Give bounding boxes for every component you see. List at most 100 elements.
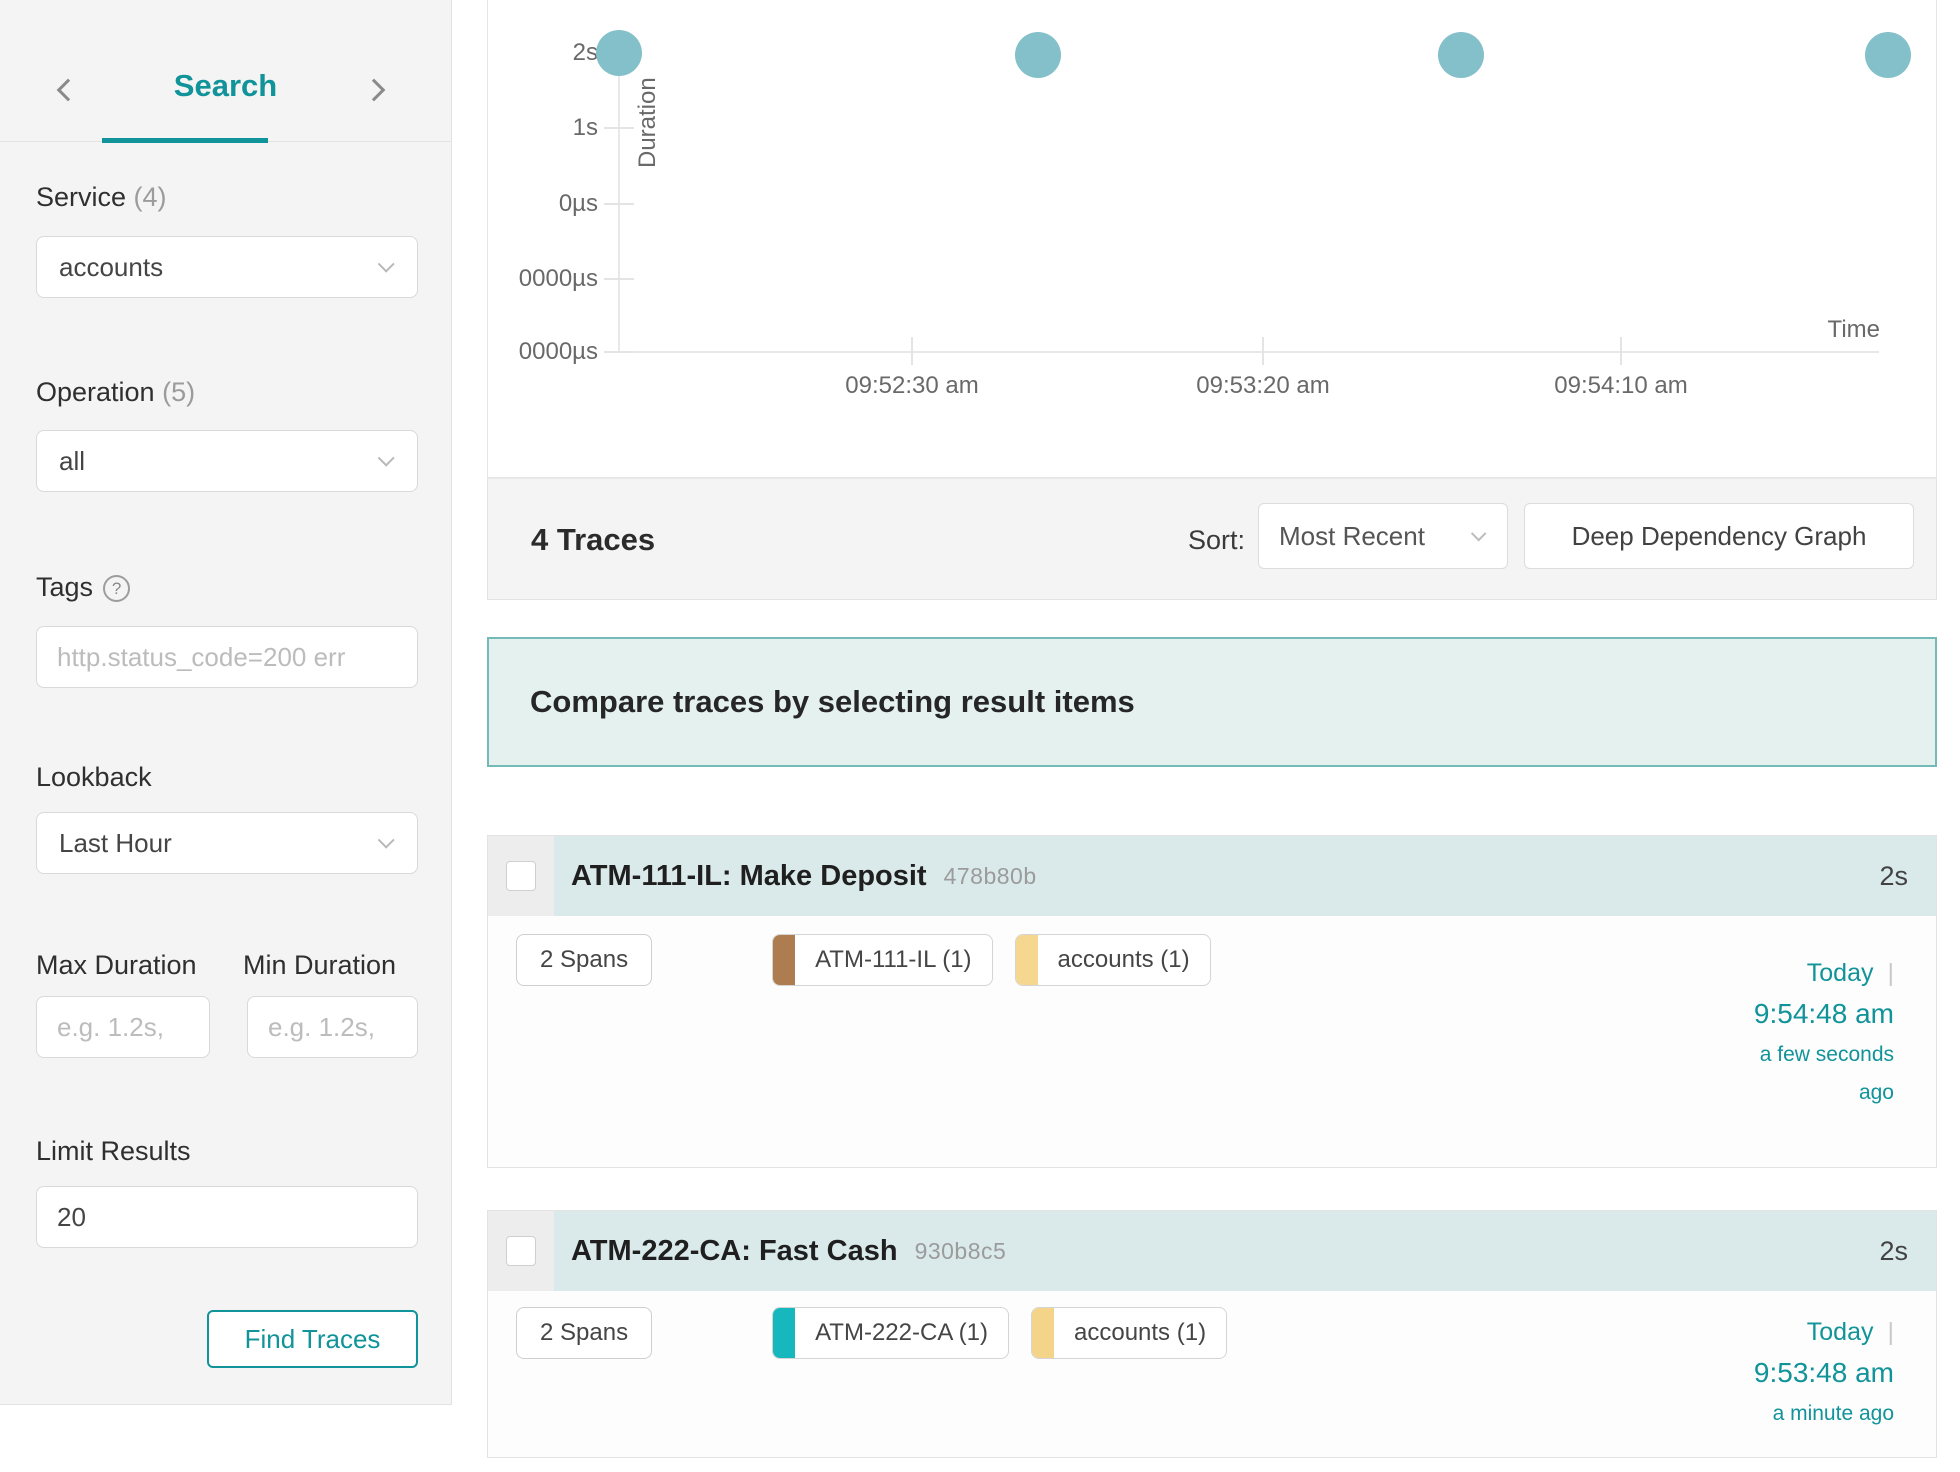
trace-tags-row: 2 Spans ATM-222-CA (1) accounts (1) [516, 1307, 1228, 1359]
y-tick [604, 351, 634, 353]
trace-id: 930b8c5 [914, 1237, 1007, 1264]
service-color-swatch [773, 935, 796, 985]
trace-result-card[interactable]: ATM-222-CA: Fast Cash 930b8c5 2s 2 Spans… [487, 1210, 1937, 1458]
chevron-down-icon [1470, 525, 1487, 541]
trace-duration: 2s [1879, 860, 1908, 891]
tags-input[interactable] [36, 626, 418, 688]
service-pill-label: ATM-222-CA (1) [815, 1319, 988, 1346]
traces-count: 4 Traces [531, 522, 656, 557]
trace-time: 9:54:48 am [1753, 998, 1894, 1029]
checkbox-cell [488, 1211, 554, 1291]
sort-select[interactable]: Most Recent [1258, 503, 1508, 569]
limit-results-input[interactable] [36, 1186, 418, 1248]
trace-card-header: ATM-222-CA: Fast Cash 930b8c5 2s [488, 1211, 1936, 1291]
service-pill: ATM-111-IL (1) [772, 934, 993, 986]
sort-select-value: Most Recent [1279, 520, 1425, 551]
trace-checkbox[interactable] [506, 1236, 536, 1266]
chevron-down-icon [377, 449, 395, 467]
trace-result-card[interactable]: ATM-111-IL: Make Deposit 478b80b 2s 2 Sp… [487, 835, 1937, 1168]
separator: | [1887, 1318, 1895, 1346]
x-tick [911, 337, 913, 365]
x-axis-title: Time [1827, 316, 1880, 343]
max-duration-label: Max Duration [36, 950, 197, 980]
service-pill-label: ATM-111-IL (1) [815, 946, 972, 973]
service-label: Service (4) [36, 182, 167, 212]
trace-date: Today | [1806, 1318, 1895, 1346]
trace-relative-time: a few seconds ago [1759, 1043, 1894, 1104]
y-tick-label: 0µs [558, 190, 598, 217]
operation-count: (5) [162, 377, 196, 407]
separator: | [1887, 959, 1895, 987]
trace-time: 9:53:48 am [1753, 1357, 1894, 1388]
service-pill: accounts (1) [1014, 934, 1211, 986]
operation-select[interactable]: all [36, 430, 418, 492]
find-traces-button[interactable]: Find Traces [207, 1310, 418, 1368]
scatter-point[interactable] [596, 30, 642, 76]
service-pill-label: accounts (1) [1074, 1319, 1207, 1346]
y-axis-title: Duration [634, 77, 661, 168]
results-toolbar: 4 Traces Sort: Most Recent Deep Dependen… [487, 478, 1937, 600]
trace-title[interactable]: ATM-222-CA: Fast Cash [571, 1234, 898, 1267]
y-tick-label: 0000µs [518, 338, 598, 365]
chevron-down-icon [377, 255, 395, 273]
sort-label: Sort: [1188, 525, 1246, 555]
lookback-select[interactable]: Last Hour [36, 812, 418, 874]
compare-banner-text: Compare traces by selecting result items [530, 684, 1135, 719]
service-pill: accounts (1) [1031, 1307, 1228, 1359]
compare-banner: Compare traces by selecting result items [487, 637, 1937, 767]
limit-results-label: Limit Results [36, 1136, 191, 1166]
main-content: 2s 1s 0µs 0000µs 0000µs Duration Time 09… [487, 0, 1937, 600]
x-tick-label: 09:52:30 am [845, 372, 979, 399]
y-tick [604, 127, 634, 129]
tab-search[interactable]: Search [173, 68, 278, 103]
trace-title[interactable]: ATM-111-IL: Make Deposit [571, 859, 927, 892]
y-tick [604, 203, 634, 205]
trace-duration: 2s [1879, 1235, 1908, 1266]
y-tick [604, 278, 634, 280]
service-color-swatch [773, 1308, 796, 1358]
service-pill: ATM-222-CA (1) [772, 1307, 1009, 1359]
span-count-pill: 2 Spans [516, 934, 653, 986]
trace-id: 478b80b [943, 862, 1037, 889]
operation-label: Operation (5) [36, 377, 196, 407]
scatter-point[interactable] [1015, 32, 1061, 78]
y-tick-label: 0000µs [518, 265, 598, 292]
service-color-swatch [1015, 935, 1038, 985]
duration-scatter-chart: 2s 1s 0µs 0000µs 0000µs Duration Time 09… [487, 0, 1937, 478]
service-pill-label: accounts (1) [1057, 946, 1190, 973]
y-axis-line [618, 38, 620, 352]
max-duration-input[interactable] [36, 996, 210, 1058]
tags-label: Tags? [36, 572, 131, 603]
x-tick-label: 09:54:10 am [1554, 372, 1688, 399]
trace-card-header: ATM-111-IL: Make Deposit 478b80b 2s [488, 836, 1936, 916]
scatter-point[interactable] [1438, 32, 1484, 78]
operation-select-value: all [59, 445, 86, 476]
checkbox-cell [488, 836, 554, 916]
deep-dependency-graph-button[interactable]: Deep Dependency Graph [1524, 503, 1914, 569]
service-select-value: accounts [59, 251, 164, 282]
help-icon[interactable]: ? [103, 575, 131, 602]
lookback-select-value: Last Hour [59, 827, 172, 858]
active-tab-underline [102, 138, 268, 143]
trace-checkbox[interactable] [506, 861, 536, 891]
trace-timestamps: Today | 9:54:48 am a few seconds ago [1674, 954, 1894, 1112]
trace-tags-row: 2 Spans ATM-111-IL (1) accounts (1) [516, 934, 1211, 986]
chevron-down-icon [377, 831, 395, 849]
x-tick [1620, 337, 1622, 365]
service-color-swatch [1032, 1308, 1054, 1358]
sidebar-tabs-row: Search [0, 0, 451, 143]
span-count-pill: 2 Spans [516, 1307, 653, 1359]
search-sidebar: Search Service (4) accounts Operation (5… [0, 0, 452, 1405]
lookback-label: Lookback [36, 762, 152, 792]
x-tick-label: 09:53:20 am [1196, 372, 1330, 399]
x-tick [1262, 337, 1264, 365]
x-axis-line [618, 351, 1879, 353]
scatter-point[interactable] [1865, 32, 1911, 78]
service-select[interactable]: accounts [36, 236, 418, 298]
trace-relative-time: a minute ago [1772, 1402, 1894, 1425]
min-duration-label: Min Duration [243, 950, 397, 980]
y-tick-label: 1s [572, 114, 598, 141]
trace-timestamps: Today | 9:53:48 am a minute ago [1674, 1313, 1894, 1433]
min-duration-input[interactable] [247, 996, 418, 1058]
